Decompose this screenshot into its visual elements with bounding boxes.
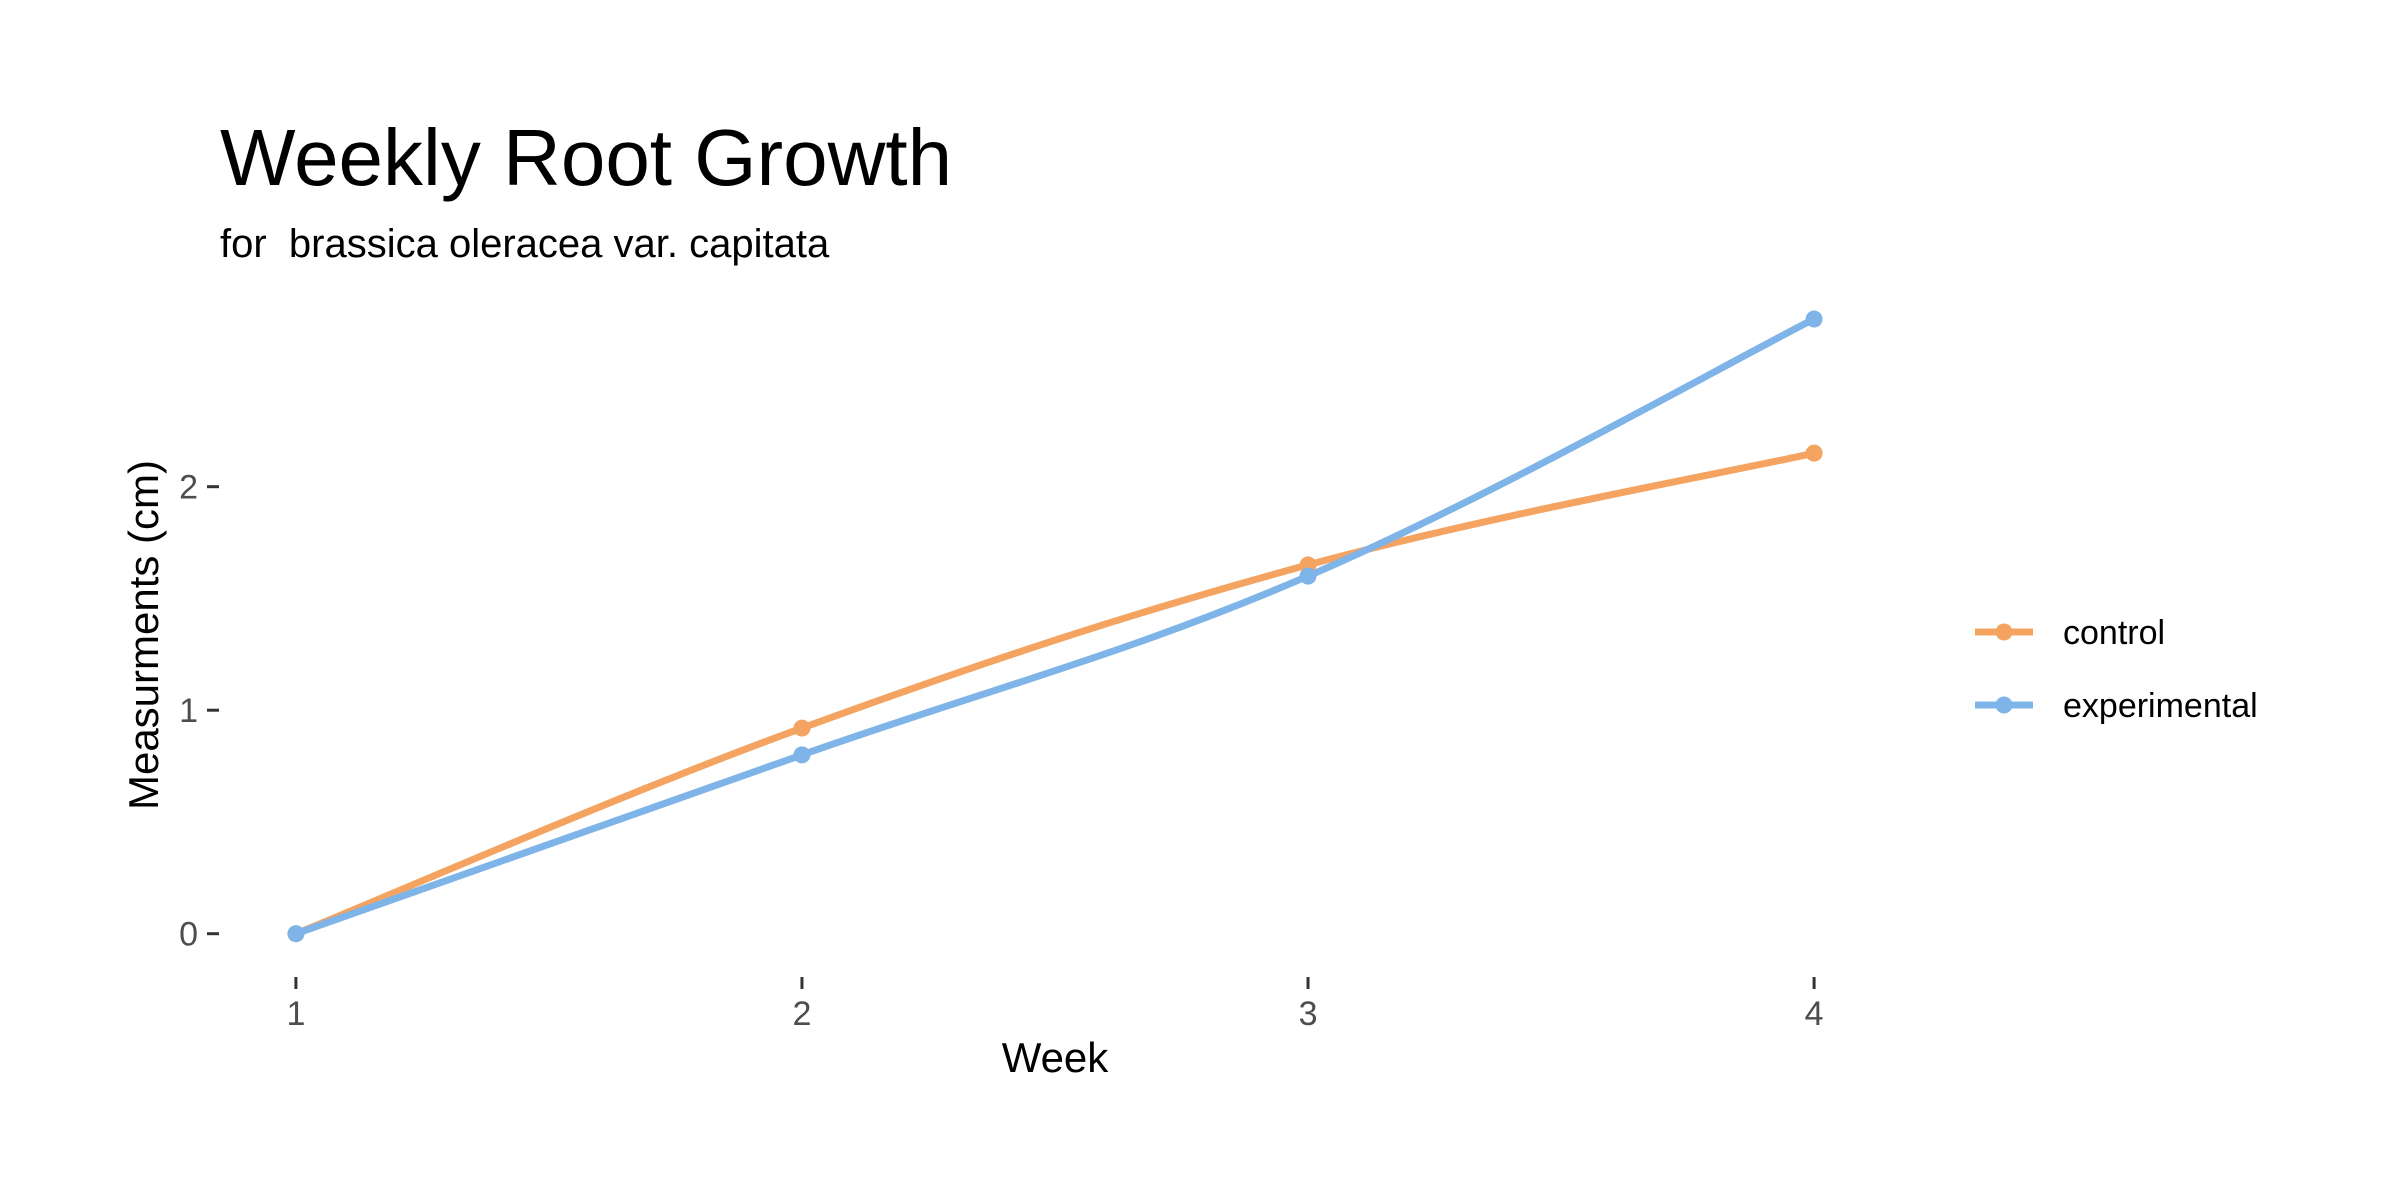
data-point bbox=[793, 719, 811, 737]
data-point bbox=[1805, 444, 1823, 462]
series-line bbox=[292, 449, 1818, 938]
legend-item-control: control bbox=[1975, 614, 2165, 652]
legend-item-experimental: experimental bbox=[1975, 687, 2258, 725]
x-tick-label: 2 bbox=[793, 995, 812, 1033]
chart-title: Weekly Root Growth bbox=[220, 113, 952, 202]
x-axis: 1 2 3 4 bbox=[286, 977, 1824, 1033]
series-experimental bbox=[287, 310, 1823, 943]
x-tick-label: 4 bbox=[1805, 995, 1824, 1033]
x-tick-label: 1 bbox=[286, 995, 305, 1033]
x-tick-label: 3 bbox=[1299, 995, 1318, 1033]
plot-area: 0 1 2 1 2 3 4 bbox=[179, 310, 1824, 1033]
data-point bbox=[1299, 567, 1317, 585]
data-point bbox=[1805, 310, 1823, 328]
y-tick-label: 1 bbox=[179, 692, 198, 730]
legend: control experimental bbox=[1975, 614, 2258, 725]
y-axis-title: Measurments (cm) bbox=[120, 460, 167, 810]
series-line bbox=[292, 315, 1818, 938]
data-point bbox=[793, 746, 811, 764]
y-tick-label: 2 bbox=[179, 469, 198, 507]
series-layer bbox=[287, 310, 1823, 943]
legend-key-point bbox=[1995, 696, 2013, 714]
legend-label: control bbox=[2063, 614, 2165, 652]
chart-subtitle: for brassica oleracea var. capitata bbox=[220, 222, 830, 266]
legend-key-point bbox=[1995, 623, 2013, 641]
x-axis-title: Week bbox=[1002, 1034, 1110, 1081]
y-axis: 0 1 2 bbox=[179, 469, 219, 954]
series-control bbox=[287, 444, 1823, 943]
legend-label: experimental bbox=[2063, 687, 2258, 725]
y-tick-label: 0 bbox=[179, 916, 198, 954]
data-point bbox=[287, 925, 305, 943]
